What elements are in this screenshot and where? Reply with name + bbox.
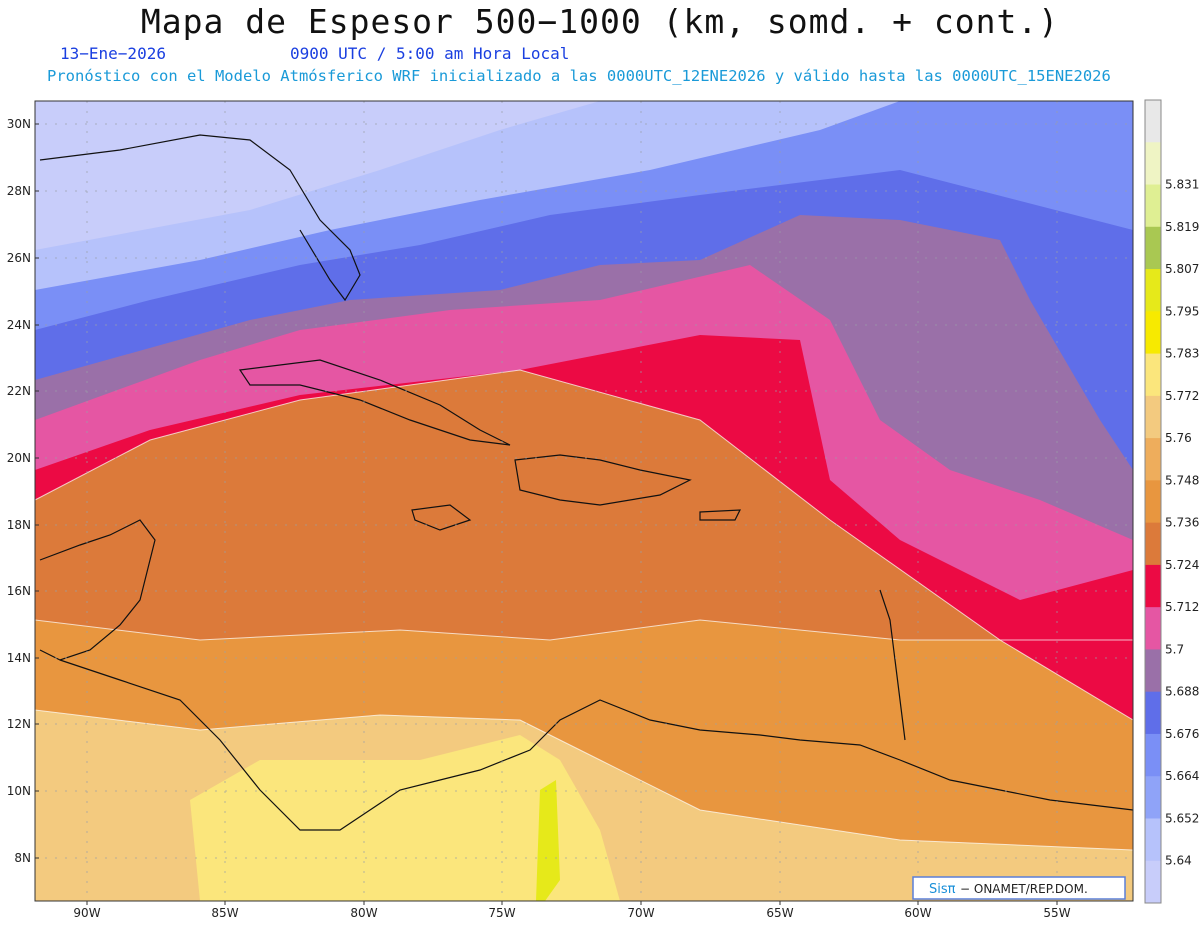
gridlines (35, 101, 1133, 901)
lon-tick-label: 70W (627, 906, 654, 920)
colorbar-swatch (1145, 353, 1161, 397)
colorbar-label: 5.652 (1165, 811, 1199, 825)
colorbar-label: 5.795 (1165, 304, 1199, 318)
colorbar-swatch (1145, 564, 1161, 608)
colorbar-swatch (1145, 311, 1161, 355)
colorbar-swatch (1145, 860, 1161, 904)
lat-tick-label: 22N (7, 384, 31, 398)
lon-tick-label: 90W (73, 906, 100, 920)
lat-tick-label: 16N (7, 584, 31, 598)
map-title: Mapa de Espesor 500−1000 (km, somd. + co… (140, 2, 1060, 41)
lat-tick-label: 18N (7, 518, 31, 532)
lon-tick-label: 80W (350, 906, 377, 920)
lat-tick-label: 24N (7, 318, 31, 332)
lon-tick-label: 60W (904, 906, 931, 920)
lon-tick-label: 65W (766, 906, 793, 920)
lat-tick-label: 28N (7, 184, 31, 198)
colorbar-label: 5.76 (1165, 431, 1192, 445)
coastlines (39, 134, 1133, 831)
colorbar-label: 5.664 (1165, 769, 1199, 783)
colorbar-swatch (1145, 733, 1161, 777)
colorbar-swatch (1145, 649, 1161, 693)
colorbar-swatch (1145, 691, 1161, 735)
colorbar-label: 5.736 (1165, 516, 1199, 530)
logo-text: − ONAMET/REP.DOM. (960, 882, 1088, 896)
lat-tick-label: 8N (14, 851, 31, 865)
lat-tick-label: 12N (7, 717, 31, 731)
onamet-logo: Sisπ − ONAMET/REP.DOM. (912, 876, 1126, 900)
colorbar-label: 5.819 (1165, 220, 1199, 234)
colorbar-swatch (1145, 395, 1161, 439)
colorbar-label: 5.772 (1165, 389, 1199, 403)
colorbar-swatch (1145, 776, 1161, 819)
colorbar-label: 5.783 (1165, 347, 1199, 361)
lon-tick-label: 55W (1043, 906, 1070, 920)
colorbar-swatch (1145, 226, 1161, 270)
colorbar-swatch (1145, 184, 1161, 228)
lat-tick-label: 30N (7, 117, 31, 131)
colorbar-swatch (1145, 438, 1161, 481)
colorbar-label: 5.712 (1165, 600, 1199, 614)
colorbar-label: 5.676 (1165, 727, 1199, 741)
forecast-date: 13−Ene−2026 (60, 44, 166, 63)
colorbar-swatch (1145, 818, 1161, 862)
longitude-labels: 90W 85W 80W 75W 70W 65W 60W 55W (73, 901, 1071, 920)
lat-tick-label: 14N (7, 651, 31, 665)
colorbar-label: 5.7 (1165, 642, 1184, 656)
colorbar-swatch (1145, 607, 1161, 650)
colorbar-swatch (1145, 480, 1161, 524)
colorbar-label: 5.64 (1165, 854, 1192, 868)
colorbar-swatch (1145, 142, 1161, 186)
forecast-time: 0900 UTC / 5:00 am Hora Local (290, 44, 570, 63)
colorbar-swatch (1145, 100, 1161, 143)
colorbar-swatch (1145, 522, 1161, 566)
forecast-description: Pronóstico con el Modelo Atmósferico WRF… (47, 67, 1111, 85)
lat-tick-label: 10N (7, 784, 31, 798)
colorbar-label: 5.807 (1165, 262, 1199, 276)
lat-tick-label: 20N (7, 451, 31, 465)
colorbar-label: 5.748 (1165, 473, 1199, 487)
latitude-labels: 30N 28N 26N 24N 22N 20N 18N 16N 14N 12N 10N 8N (7, 117, 39, 865)
colorbar: 5.64 5.652 5.664 5.676 5.688 5.7 5.712 5.724 5.7… (1144, 99, 1199, 904)
colorbar-swatch (1145, 269, 1161, 312)
logo-sis: Sisπ (929, 882, 956, 897)
colorbar-label: 5.688 (1165, 685, 1199, 699)
lon-tick-label: 85W (211, 906, 238, 920)
thickness-field (35, 101, 1133, 901)
colorbar-label: 5.831 (1165, 178, 1199, 192)
lon-tick-label: 75W (488, 906, 515, 920)
colorbar-label: 5.724 (1165, 558, 1199, 572)
lat-tick-label: 26N (7, 251, 31, 265)
